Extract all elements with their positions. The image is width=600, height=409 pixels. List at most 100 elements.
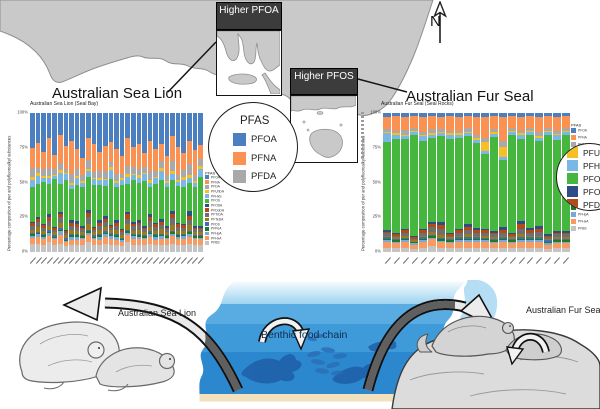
bar-segment-PFOS — [102, 185, 108, 217]
bar-segment-PFHxA — [136, 239, 142, 245]
bar-segment-PFHpA — [69, 236, 74, 240]
bar-segment-PFPeA — [164, 236, 170, 238]
bar-segment-PFBS — [142, 244, 147, 253]
bar-segment-PFDoDA — [74, 224, 80, 227]
bar-segment-PFNA — [35, 142, 41, 168]
bar-segment-PFTrDA — [91, 229, 97, 233]
bar-segment-PFTeDA — [553, 237, 562, 239]
bar-segment-PFNA — [46, 137, 52, 168]
bar-segment-PFOSA — [130, 222, 136, 224]
bar-segment-PFUnDA — [517, 133, 526, 135]
sea-lion-drawing — [19, 321, 176, 392]
y-tick-label: 100% — [17, 110, 28, 115]
bar-segment-PFOSA — [472, 228, 481, 230]
bar-segment-PFDA — [436, 128, 445, 132]
bar-segment-PFOA — [130, 113, 136, 148]
bar-segment-PFHxA — [187, 236, 192, 244]
bar-segment-PFNA — [153, 149, 159, 172]
bar-segment-PFUnDA — [553, 133, 562, 136]
bar-segment-PFHpA — [418, 240, 427, 242]
bar-segment-PFOS — [517, 139, 526, 222]
legend-item-PFHxS: PFHxS — [205, 194, 250, 199]
bar-segment-PFDoDA — [159, 222, 164, 226]
bar-segment-PFOA — [74, 113, 80, 150]
bar-segment-PFOA — [400, 113, 409, 118]
bar-segment-PFOS — [159, 179, 164, 220]
sea-lion-map-label: Australian Sea Lion — [52, 85, 183, 102]
fur-seal-stacked-bars — [383, 113, 571, 253]
legend-label: PFOS — [210, 198, 220, 203]
bar-segment-PFTeDA — [445, 237, 454, 239]
bar-segment-PFHpA — [91, 237, 97, 240]
bar-segment-PFTrDA — [187, 219, 192, 226]
bar-segment-PFOS — [400, 139, 409, 229]
bar-segment-PFHxS — [409, 132, 418, 136]
bar-segment-PFTrDA — [130, 226, 136, 231]
bar-segment-PFHxS — [130, 175, 136, 180]
stacked-bar — [46, 113, 52, 252]
legend-swatch — [205, 227, 210, 231]
bar-segment-PFTeDA — [41, 230, 46, 234]
bar-segment-PFPeA — [175, 235, 181, 237]
bar-segment-PFOSA — [187, 211, 192, 216]
bar-segment-PFHpA — [535, 240, 544, 242]
bar-segment-PFDA — [181, 169, 187, 177]
stacked-bar — [74, 113, 80, 253]
bar-segment-PFBS — [418, 247, 427, 253]
bar-segment-PFPeA — [108, 234, 114, 237]
bar-segment-PFOA — [192, 113, 198, 150]
legend-label: PFOA — [577, 128, 587, 133]
bar-segment-PFOA — [526, 113, 535, 116]
bar-segment-PFHxA — [481, 241, 490, 248]
bar-segment-PFHxA — [86, 235, 91, 243]
bar-segment-PFUnDA — [30, 177, 35, 180]
bar-segment-PFBS — [136, 244, 142, 252]
bar-segment-PFOSA — [159, 219, 164, 223]
bar-segment-PFNA — [130, 147, 136, 167]
bar-segment-PFHpA — [108, 236, 114, 240]
bar-segment-PFBS — [472, 247, 481, 253]
bar-segment-PFHxS — [535, 137, 544, 141]
bar-segment-PFPeA — [46, 231, 52, 233]
legend-swatch — [571, 128, 577, 133]
bar-segment-PFDS — [159, 233, 164, 235]
bar-segment-PFTrDA — [30, 226, 35, 231]
bar-segment-PFUnDA — [164, 181, 170, 183]
bar-segment-PFNA — [119, 156, 125, 174]
stacked-bar — [454, 113, 463, 253]
bar-segment-PFTeDA — [181, 230, 187, 234]
bar-segment-PFUnDA — [472, 138, 481, 140]
bar-segment-PFHpA — [463, 240, 472, 242]
bar-segment-PFOA — [164, 113, 170, 156]
bar-segment-PFDA — [35, 167, 41, 173]
bar-segment-PFDS — [490, 238, 499, 241]
bar-segment-PFTrDA — [114, 225, 119, 230]
bar-segment-PFDS — [181, 233, 187, 236]
bar-segment-PFOA — [86, 113, 91, 139]
bar-segment-PFBS — [517, 247, 526, 253]
bar-segment-PFDS — [102, 231, 108, 233]
bar-segment-PFUnDA — [454, 133, 463, 135]
bar-segment-PFDA — [175, 174, 181, 181]
bar-segment-PFTeDA — [400, 236, 409, 238]
bar-segment-PFDS — [508, 238, 517, 241]
bar-segment-PFHpA — [553, 241, 562, 244]
bar-segment-PFPeA — [418, 238, 427, 241]
stacked-bar — [192, 113, 198, 253]
bar-segment-PFTrDA — [170, 217, 175, 226]
legend-item-PFTeDA: PFTeDA — [205, 217, 250, 222]
bar-segment-PFOA — [181, 113, 187, 153]
bar-segment-PFOA — [490, 113, 499, 116]
bar-segment-PFPeA — [80, 236, 86, 238]
bar-segment-PFHpA — [114, 236, 119, 240]
bar-segment-PFHxA — [170, 236, 175, 244]
bar-segment-PFDA — [499, 140, 508, 147]
bar-segment-PFTeDA — [119, 234, 125, 238]
bar-segment-PFPeA — [383, 238, 391, 241]
bar-segment-PFHxS — [41, 177, 46, 182]
stacked-bar — [544, 113, 553, 253]
bar-segment-PFHxA — [175, 239, 181, 245]
bar-segment-PFUnDA — [86, 168, 91, 172]
bar-segment-PFHxS — [91, 178, 97, 185]
y-tick-label: 50% — [19, 179, 28, 185]
